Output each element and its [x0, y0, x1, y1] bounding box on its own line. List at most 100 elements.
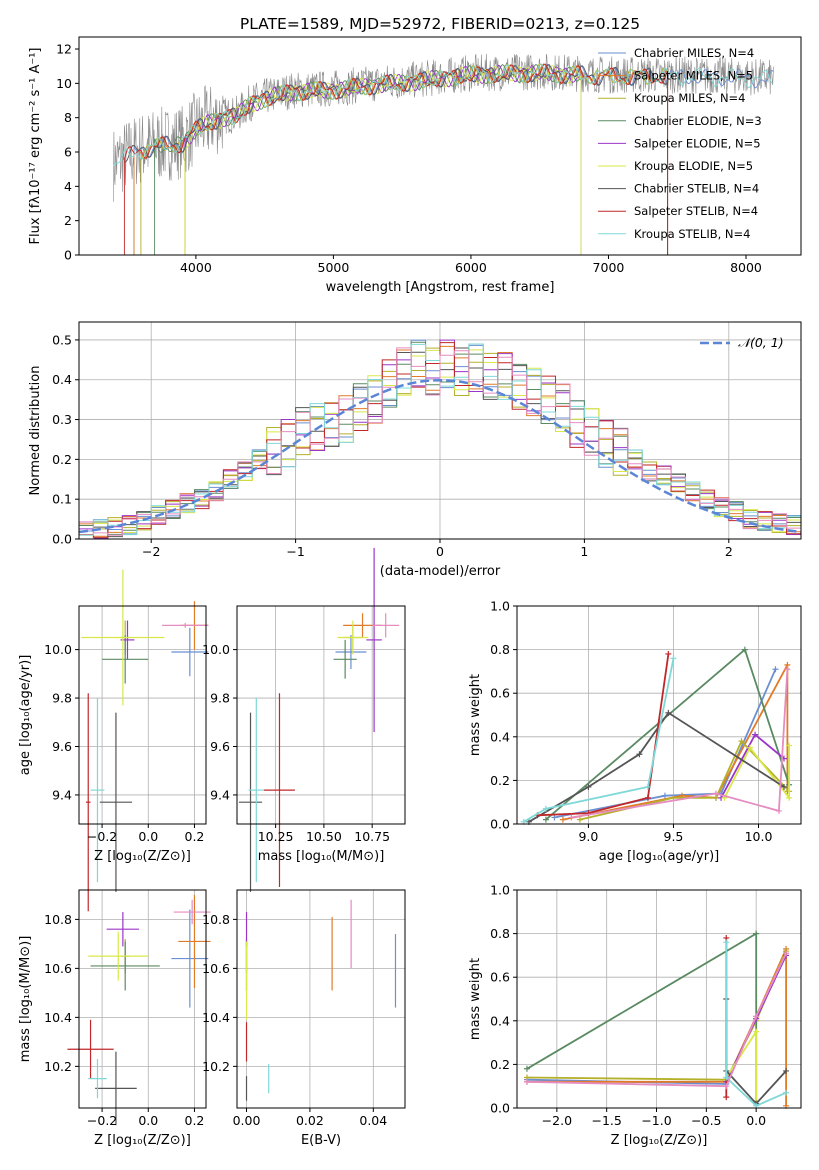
model-spectrum-kroupa_stelib [113, 63, 774, 167]
x-tick-label: 10.25 [258, 829, 294, 844]
spectrum-legend: Chabrier MILES, N=4 Salpeter MILES, N=5 Kr… [598, 46, 762, 241]
weight-marker-salpeter_stelib [723, 1094, 730, 1101]
x-tick-label: 8000 [730, 260, 762, 275]
weight-marker-kroupa_stelib [644, 783, 651, 790]
x-tick-label: 10.75 [354, 829, 390, 844]
y-tick-label: 10.6 [44, 961, 72, 976]
weight-line-kroupa_elodie [723, 745, 790, 801]
y-tick-label: 0 [64, 248, 72, 263]
weight-marker-kroupa_elodie [786, 794, 793, 801]
x-tick-label: 0.02 [296, 1113, 324, 1128]
x-tick-label: 0.2 [185, 829, 205, 844]
y-tick-label: 12 [56, 42, 72, 57]
weight-marker-kroupa_stelib [542, 805, 549, 812]
weight-marker-chabrier_elodie [542, 816, 549, 823]
x-axis-label: wavelength [Angstrom, rest frame] [326, 280, 555, 295]
y-tick-label: 0.2 [490, 1057, 510, 1072]
y-tick-label: 0.4 [490, 729, 510, 744]
y-tick-label: 9.6 [210, 739, 230, 754]
weight-marker-kroupa_stelib [723, 939, 730, 946]
y-tick-label: 0.0 [490, 1101, 510, 1116]
x-axis-label: Z [log₁₀(Z/Z⊙)] [94, 1133, 191, 1148]
x-tick-label: 9.0 [578, 829, 598, 844]
x-tick-label: 5000 [318, 260, 350, 275]
model-spectrum-chabrier_miles [133, 63, 774, 255]
weight-marker-pink [775, 807, 782, 814]
x-tick-label: −2.0 [542, 1113, 572, 1128]
y-tick-label: 10.6 [202, 961, 230, 976]
weight-marker-pink [783, 950, 790, 957]
weight-marker-chabrier_stelib [780, 783, 787, 790]
weight-marker-chabrier_stelib [585, 783, 592, 790]
spectrum-plot-area [113, 53, 774, 255]
y-axis-label: Flux [fλ10⁻¹⁷ erg cm⁻² s⁻¹ A⁻¹] [28, 48, 43, 245]
figure-title: PLATE=1589, MJD=52972, FIBERID=0213, z=0… [240, 15, 640, 33]
x-axis-label: (data-model)/error [380, 564, 501, 579]
x-tick-label: 10.0 [745, 829, 773, 844]
model-spectrum-chabrier_stelib [124, 64, 669, 255]
panel-weight_vs_age: 9.0 9.5 10.0 0.0 0.2 0.4 0.6 0.8 1.0 age [log₁₀(a… [468, 599, 802, 864]
weight-marker-salpeter_stelib [665, 650, 672, 657]
y-tick-label: 10.4 [44, 1010, 72, 1025]
y-tick-label: 0.0 [490, 817, 510, 832]
y-axis-label: mass weight [468, 958, 483, 1040]
y-tick-label: 0.3 [52, 412, 72, 427]
weight-marker-kroupa_elodie [786, 742, 793, 749]
x-tick-label: 6000 [455, 260, 487, 275]
weight-marker-kroupa_stelib [670, 655, 677, 662]
y-tick-label: 0.6 [490, 970, 510, 985]
weight-marker-kroupa_stelib [723, 1074, 730, 1081]
histogram-step-pink [79, 347, 801, 536]
panel-mass_vs_Z: −0.2 0.0 0.2 10.2 10.4 10.6 10.8 Z [log₁₀(Z/Z⊙)… [18, 889, 211, 1148]
legend-label-normal: 𝒩(0, 1) [738, 335, 784, 350]
weight-marker-kroupa_elodie [753, 1028, 760, 1035]
y-tick-label: 10.0 [44, 642, 72, 657]
weight-marker-kroupa_elodie [746, 744, 753, 751]
model-spectrum-salpeter_stelib [123, 63, 669, 255]
x-tick-label: −1.5 [592, 1113, 622, 1128]
y-tick-label: 9.8 [52, 691, 72, 706]
y-tick-label: 10.2 [202, 1059, 230, 1074]
legend-label-kroupa_stelib: Kroupa STELIB, N=4 [634, 227, 751, 241]
y-tick-label: 0.4 [52, 372, 72, 387]
panel-spectrum: 4000 5000 6000 7000 8000 0 2 4 6 8 10 12 wavelength … [28, 36, 802, 295]
weight-marker-chabrier_stelib [783, 1067, 790, 1074]
legend-label-salpeter_elodie: Salpeter ELODIE, N=5 [634, 136, 761, 150]
weight-marker-chabrier_miles [661, 792, 668, 799]
x-tick-label: 0.00 [233, 1113, 261, 1128]
y-tick-label: 10.8 [202, 912, 230, 927]
y-axis-label: Normed distribution [28, 366, 43, 496]
x-tick-label: −0.2 [87, 829, 117, 844]
y-axis-label: mass weight [468, 674, 483, 756]
weight-marker-pink [568, 814, 575, 821]
panel-age_vs_Z: −0.2 0.0 0.2 9.4 9.6 9.8 10.0 Z [log₁₀(Z/Z⊙)] ag… [18, 569, 209, 912]
legend-label-kroupa_miles: Kroupa MILES, N=4 [634, 91, 746, 105]
model-spectrum-salpeter_elodie [184, 64, 582, 255]
y-tick-label: 0.1 [52, 492, 72, 507]
weight-line-chabrier_stelib [528, 711, 785, 823]
x-axis-label: age [log₁₀(age/yr)] [599, 849, 720, 864]
x-tick-label: 0.04 [359, 1113, 387, 1128]
weight-line-pink [571, 669, 789, 819]
x-tick-label: 0.0 [138, 1113, 158, 1128]
x-axis-label: Z [log₁₀(Z/Z⊙)] [611, 1133, 708, 1148]
weight-marker-chabrier_stelib [665, 709, 672, 716]
x-tick-label: −1.0 [641, 1113, 671, 1128]
y-tick-label: 10 [56, 76, 72, 91]
weight-line-chabrier_elodie [526, 932, 758, 1102]
y-tick-label: 0.2 [490, 773, 510, 788]
y-tick-label: 1.0 [490, 883, 510, 898]
y-tick-label: 10.2 [44, 1059, 72, 1074]
x-tick-label: 0.0 [138, 829, 158, 844]
weight-line-chabrier_miles [554, 668, 777, 819]
x-tick-label: 0.2 [185, 1113, 205, 1128]
y-axis-label: mass [log₁₀(M/M⊙)] [18, 936, 33, 1063]
weight-line-salpeter_stelib [537, 653, 670, 817]
weight-line-salpeter_miles [562, 664, 789, 821]
axes-frame [78, 36, 802, 256]
x-tick-label: −1 [286, 544, 304, 559]
y-tick-label: 0.4 [490, 1013, 510, 1028]
y-axis-label: age [log₁₀(age/yr)] [18, 655, 33, 776]
weight-line-kroupa_stelib [725, 942, 787, 1107]
